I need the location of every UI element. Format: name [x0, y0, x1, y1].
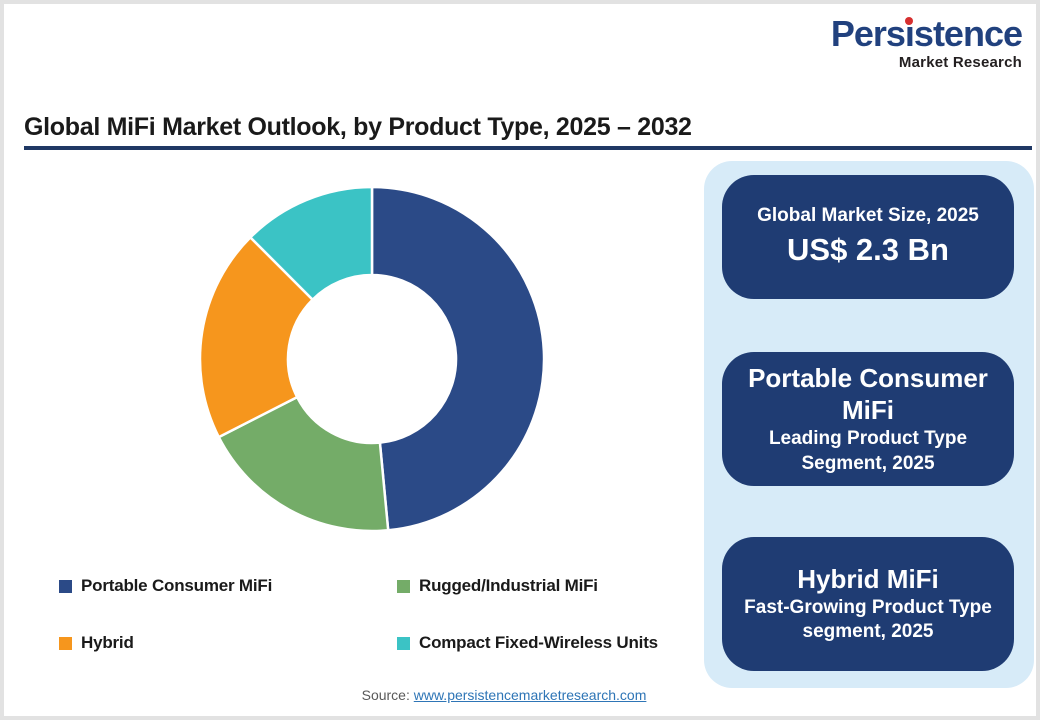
highlights-panel: Global Market Size, 2025 US$ 2.3 Bn Port… — [704, 161, 1034, 688]
donut-segment-0 — [370, 185, 546, 532]
title-underline — [24, 146, 1032, 150]
source-link[interactable]: www.persistencemarketresearch.com — [413, 687, 647, 703]
legend-label: Portable Consumer MiFi — [81, 576, 273, 595]
legend-swatch-teal — [397, 636, 410, 650]
legend-swatch-orange — [59, 636, 72, 650]
info-box-leading-segment: Portable Consumer MiFi Leading Product T… — [722, 352, 1014, 486]
legend-label: Compact Fixed-Wireless Units — [419, 633, 658, 652]
legend-label: Rugged/Industrial MiFi — [419, 576, 598, 595]
legend-item-rugged-industrial-mifi: Rugged/Industrial MiFi — [397, 576, 598, 596]
logo-word-part2: stence — [913, 13, 1023, 54]
market-size-value: US$ 2.3 Bn — [787, 231, 949, 267]
market-size-label: Global Market Size, 2025 — [757, 205, 979, 227]
info-box-fast-growing-segment: Hybrid MiFi Fast-Growing Product Type se… — [722, 537, 1014, 671]
fast-growing-segment-desc: Fast-Growing Product Type segment, 2025 — [744, 596, 992, 643]
donut-chart — [192, 179, 552, 539]
fast-growing-segment-name: Hybrid MiFi — [797, 564, 939, 595]
logo-wordmark: Persı stence — [830, 13, 1023, 54]
logo-subtitle: Market Research — [898, 54, 1022, 71]
legend-item-portable-consumer-mifi: Portable Consumer MiFi — [59, 576, 272, 596]
logo-dotted-i: ı — [904, 13, 915, 54]
leading-segment-name: Portable Consumer MiFi — [748, 362, 988, 426]
logo-dotless-i: ı — [904, 13, 915, 54]
legend-swatch-green — [397, 579, 410, 593]
leading-segment-desc: Leading Product Type Segment, 2025 — [768, 427, 968, 474]
legend-swatch-blue — [59, 579, 72, 593]
donut-chart-svg — [198, 185, 546, 533]
legend-item-compact-fixed-wireless-units: Compact Fixed-Wireless Units — [397, 633, 658, 653]
source-label: Source: — [361, 687, 410, 703]
logo-word-part1: Pers — [830, 13, 906, 54]
logo-red-dot-icon — [905, 17, 914, 25]
persistence-market-research-logo: Persı stence Market Research — [830, 13, 1023, 71]
source-line: Source: www.persistencemarketresearch.co… — [4, 687, 1004, 703]
donut-segment-1 — [217, 395, 390, 533]
donut-segment-3 — [249, 185, 374, 301]
donut-segment-2 — [198, 236, 314, 439]
info-box-market-size: Global Market Size, 2025 US$ 2.3 Bn — [722, 175, 1014, 299]
page-title: Global MiFi Market Outlook, by Product T… — [24, 113, 692, 141]
legend-label: Hybrid — [81, 633, 134, 652]
legend-item-hybrid: Hybrid — [59, 633, 134, 653]
